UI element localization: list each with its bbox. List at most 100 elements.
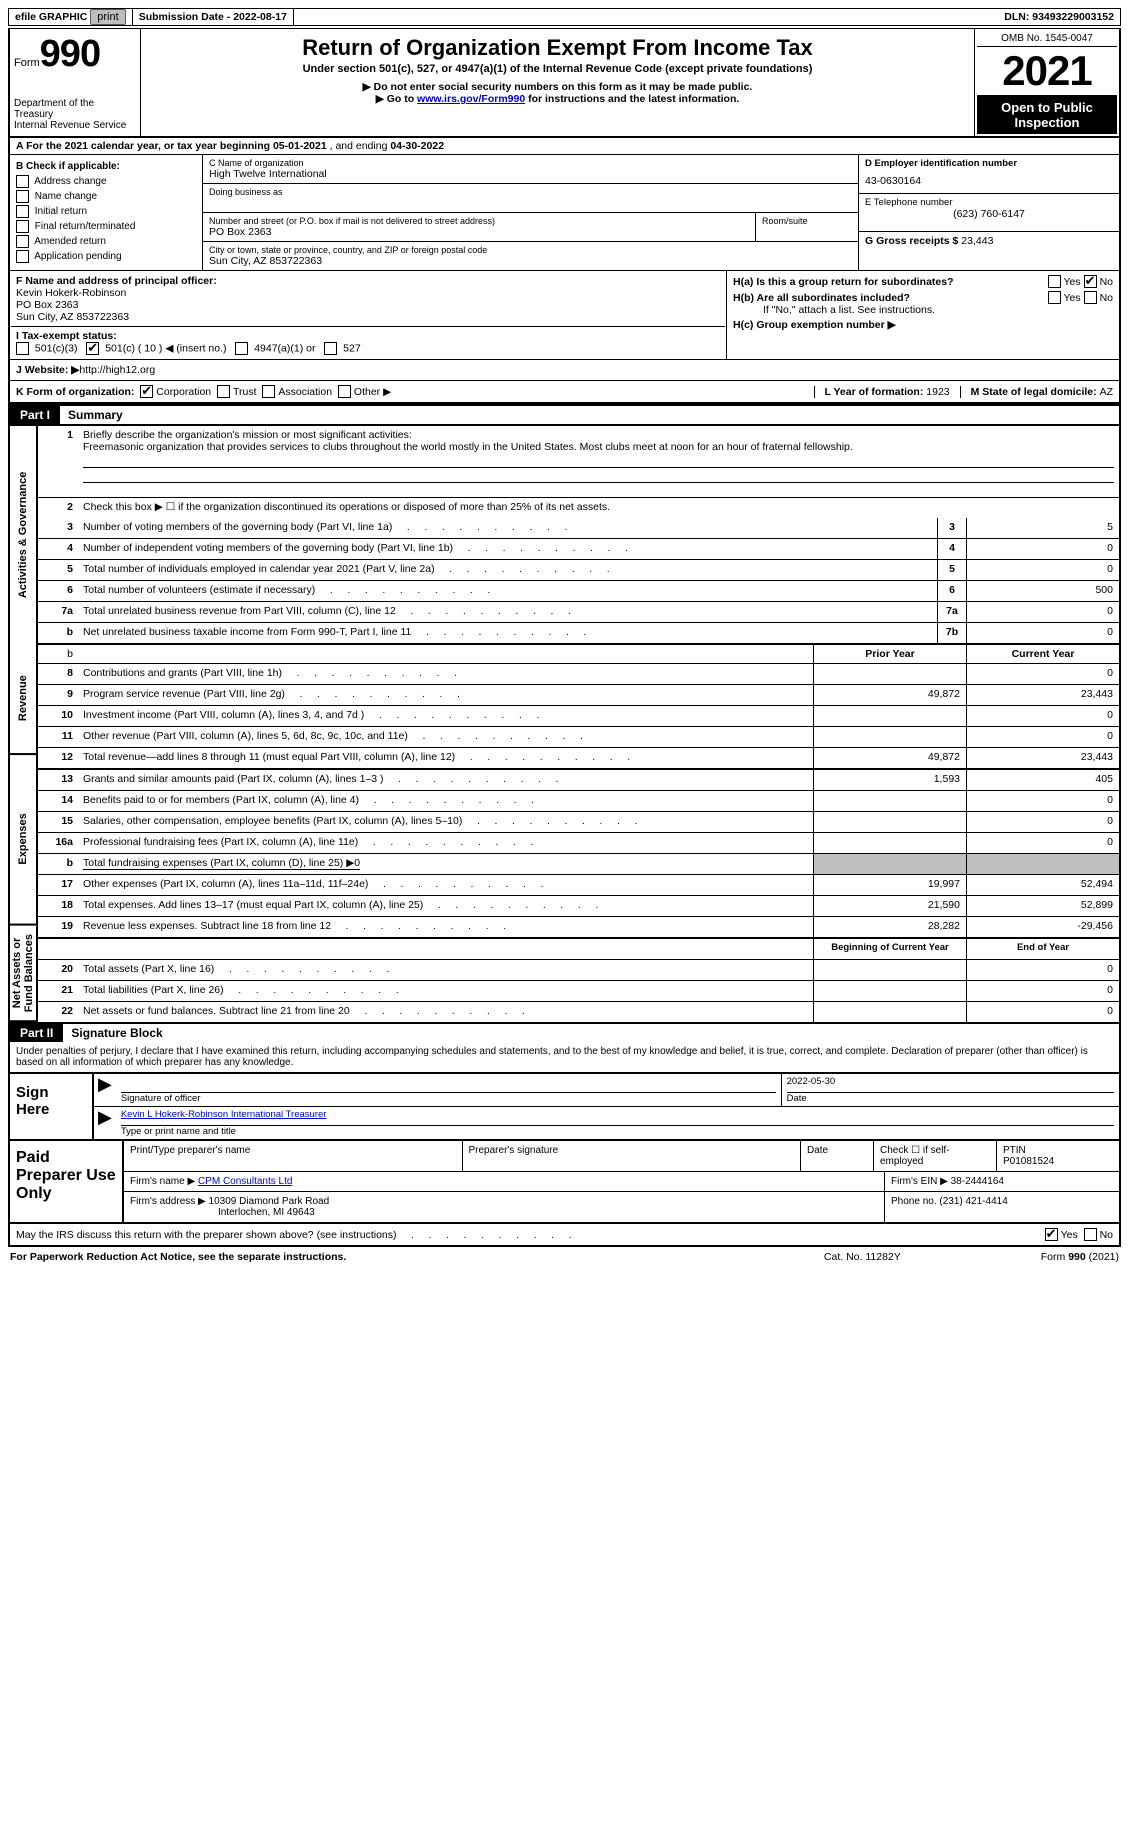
domicile-value: AZ (1100, 386, 1113, 398)
ein-label: D Employer identification number (865, 158, 1113, 169)
irs-link[interactable]: www.irs.gov/Form990 (417, 93, 525, 105)
row-klm: K Form of organization: Corporation Trus… (8, 381, 1121, 404)
firm-ein-label: Firm's EIN ▶ (891, 1176, 951, 1187)
col-current-year: Current Year (966, 645, 1119, 663)
firm-addr-label: Firm's address ▶ (130, 1196, 209, 1207)
website-url: http://high12.org (79, 364, 155, 376)
summary-table: Activities & Governance Revenue Expenses… (8, 424, 1121, 1024)
bottom-line: For Paperwork Reduction Act Notice, see … (8, 1247, 1121, 1267)
col-b: B Check if applicable: Address change Na… (10, 155, 203, 270)
part1-bar: Part I Summary (8, 404, 1121, 424)
addr-value: PO Box 2363 (209, 226, 749, 238)
preparer-date-label: Date (807, 1145, 828, 1156)
cb-501c[interactable] (86, 342, 99, 355)
discuss-text: May the IRS discuss this return with the… (16, 1229, 397, 1241)
room-label: Room/suite (762, 216, 852, 226)
arrow-icon: ▶ (94, 1107, 116, 1139)
ptin-label: PTIN (1003, 1145, 1026, 1156)
domicile-label: M State of legal domicile: (971, 386, 1100, 398)
cb-hb-yes[interactable] (1048, 291, 1061, 304)
checkbox-final-return[interactable] (16, 220, 29, 233)
ptin-value: P01081524 (1003, 1156, 1054, 1167)
mission-text: Freemasonic organization that provides s… (83, 441, 853, 453)
print-preparer-label: Print/Type preparer's name (130, 1145, 250, 1156)
phone-label: E Telephone number (865, 197, 1113, 208)
row-a-mid: , and ending (327, 140, 391, 152)
hb-note: If "No," attach a list. See instructions… (763, 304, 1113, 316)
cb-ha-yes[interactable] (1048, 275, 1061, 288)
part2-label: Part II (10, 1024, 63, 1042)
cb-other[interactable] (338, 385, 351, 398)
gross-label: G Gross receipts $ (865, 235, 961, 247)
firm-addr1: 10309 Diamond Park Road (209, 1196, 330, 1207)
cb-hb-no[interactable] (1084, 291, 1097, 304)
dept-label: Department of the Treasury Internal Reve… (14, 98, 134, 131)
mission-label: Briefly describe the organization's miss… (83, 429, 412, 441)
part1-label: Part I (10, 406, 60, 424)
firm-ein: 38-2444164 (951, 1176, 1004, 1187)
firm-addr2: Interlochen, MI 49643 (218, 1207, 315, 1218)
cb-trust[interactable] (217, 385, 230, 398)
begin-date: 05-01-2021 (273, 140, 327, 152)
discuss-row: May the IRS discuss this return with the… (8, 1224, 1121, 1247)
cb-corp[interactable] (140, 385, 153, 398)
cat-no: Cat. No. 11282Y (824, 1251, 901, 1263)
col-end-year: End of Year (966, 939, 1119, 959)
phone-value: (623) 760-6147 (865, 208, 1113, 220)
firm-phone-label: Phone no. (891, 1196, 939, 1207)
officer-name: Kevin Hokerk-Robinson (16, 287, 126, 299)
checkbox-name-change[interactable] (16, 190, 29, 203)
dln-value: 93493229003152 (1032, 11, 1114, 23)
officer-addr1: PO Box 2363 (16, 299, 78, 311)
paid-label: Paid Preparer Use Only (10, 1141, 124, 1222)
cb-discuss-no[interactable] (1084, 1228, 1097, 1241)
cb-4947[interactable] (235, 342, 248, 355)
preparer-sig-label: Preparer's signature (469, 1145, 559, 1156)
year-formation: 1923 (926, 386, 949, 398)
print-button[interactable]: print (90, 9, 125, 25)
form-org-label: K Form of organization: (16, 386, 134, 398)
ha-label: H(a) Is this a group return for subordin… (733, 276, 1048, 288)
ein-value: 43-0630164 (865, 175, 1113, 187)
cb-discuss-yes[interactable] (1045, 1228, 1058, 1241)
sig-officer-label: Signature of officer (121, 1093, 201, 1104)
hc-label: H(c) Group exemption number ▶ (733, 319, 896, 331)
sign-here: Sign Here ▶ Signature of officer 2022-05… (8, 1074, 1121, 1141)
org-name: High Twelve International (209, 168, 852, 180)
firm-name: CPM Consultants Ltd (198, 1176, 293, 1187)
side-governance: Activities & Governance (10, 426, 37, 644)
checkbox-application-pending[interactable] (16, 250, 29, 263)
form-label: Form (14, 57, 40, 69)
col-begin-year: Beginning of Current Year (813, 939, 966, 959)
paid-preparer: Paid Preparer Use Only Print/Type prepar… (8, 1141, 1121, 1224)
side-expenses: Expenses (10, 755, 37, 926)
row-j: J Website: ▶ http://high12.org (8, 360, 1121, 381)
submission-date-label: Submission Date - (139, 11, 234, 23)
form-footer: Form 990 (2021) (1041, 1251, 1119, 1263)
side-netassets: Net Assets or Fund Balances (10, 926, 37, 1022)
website-label: J Website: ▶ (16, 364, 79, 376)
tax-status-label: I Tax-exempt status: (16, 330, 117, 342)
arrow-icon: ▶ (94, 1074, 116, 1106)
checkbox-initial-return[interactable] (16, 205, 29, 218)
main-block: B Check if applicable: Address change Na… (8, 155, 1121, 271)
checkbox-amended-return[interactable] (16, 235, 29, 248)
city-label: City or town, state or province, country… (209, 245, 852, 255)
efile-label: efile GRAPHIC (15, 11, 87, 23)
cb-527[interactable] (324, 342, 337, 355)
firm-name-label: Firm's name ▶ (130, 1176, 198, 1187)
cb-assoc[interactable] (262, 385, 275, 398)
part2-title: Signature Block (63, 1024, 170, 1042)
officer-print-name: Kevin L Hokerk-Robinson International Tr… (121, 1109, 327, 1120)
dba-label: Doing business as (209, 187, 852, 197)
hb-label: H(b) Are all subordinates included? (733, 292, 1048, 304)
cb-ha-no[interactable] (1084, 275, 1097, 288)
form-number: 990 (40, 33, 100, 75)
addr-label: Number and street (or P.O. box if mail i… (209, 216, 749, 226)
cb-501c3[interactable] (16, 342, 29, 355)
checkbox-address-change[interactable] (16, 175, 29, 188)
col-c: C Name of organization High Twelve Inter… (203, 155, 858, 270)
form-header: Form990 Department of the Treasury Inter… (8, 28, 1121, 138)
line-2: Check this box ▶ ☐ if the organization d… (78, 498, 1119, 518)
row-a: A For the 2021 calendar year, or tax yea… (8, 138, 1121, 155)
